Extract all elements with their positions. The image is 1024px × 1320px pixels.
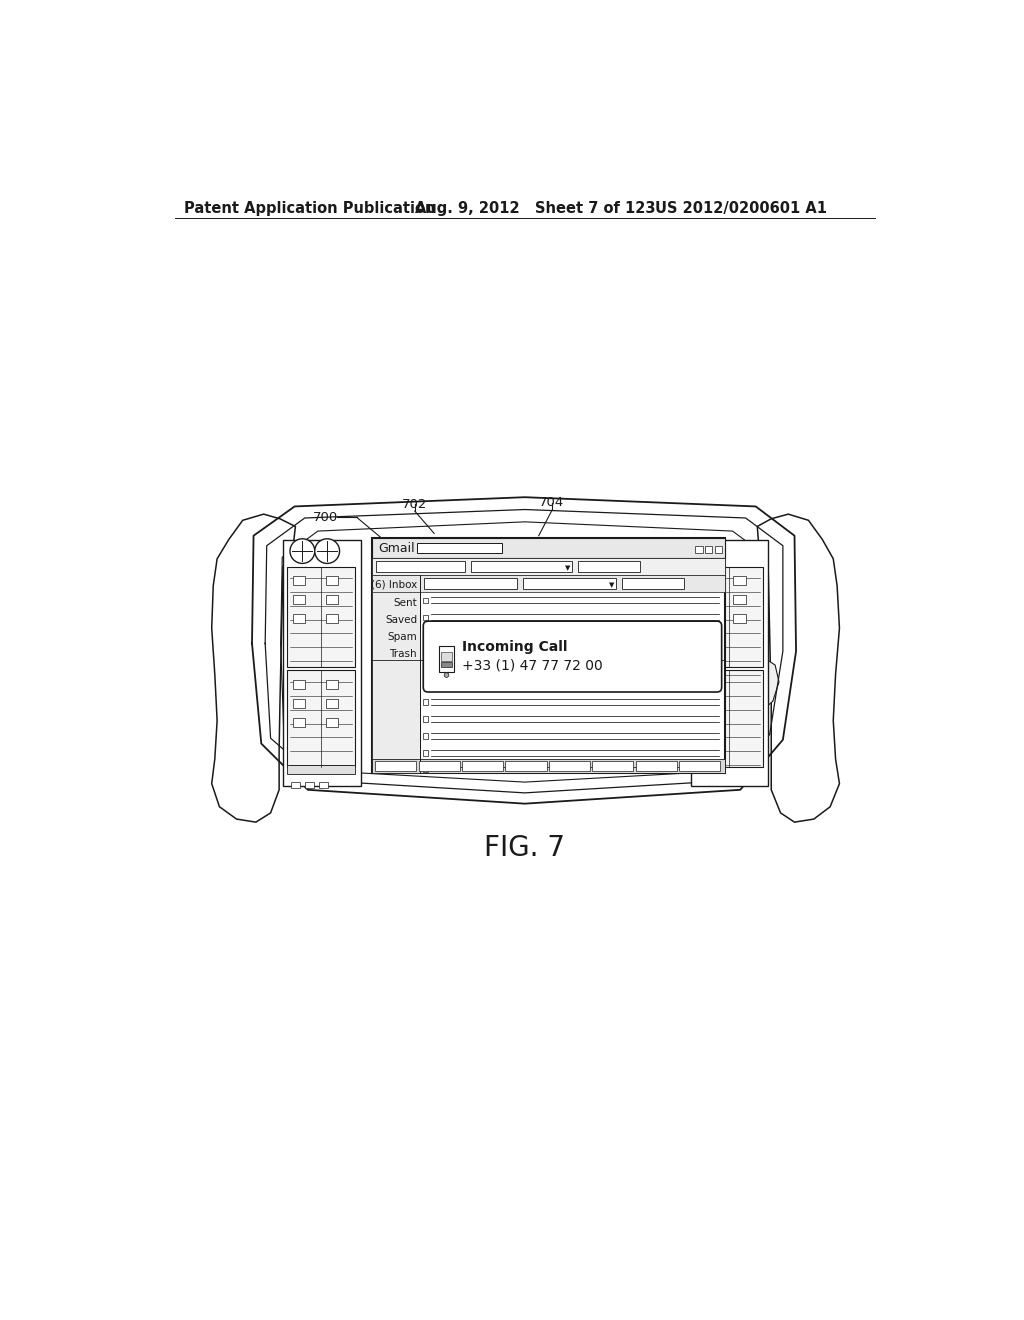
Text: (6) Inbox: (6) Inbox (371, 579, 417, 589)
Bar (287, 671, 355, 767)
Bar (622, 578, 684, 589)
Bar (305, 781, 314, 788)
Text: Trash: Trash (389, 649, 417, 659)
Bar (372, 539, 725, 558)
Bar (326, 718, 338, 727)
Bar (690, 540, 768, 785)
Text: Sent: Sent (393, 598, 417, 609)
Bar (636, 762, 677, 771)
Text: +33 (1) 47 77 72 00: +33 (1) 47 77 72 00 (462, 659, 603, 673)
Bar (700, 576, 713, 585)
Text: FIG. 7: FIG. 7 (484, 833, 565, 862)
Bar (441, 652, 452, 661)
Circle shape (314, 539, 340, 564)
Bar (579, 561, 640, 572)
Bar (523, 578, 616, 589)
Bar (733, 595, 745, 605)
Circle shape (290, 539, 314, 564)
Bar (326, 595, 338, 605)
Text: 702: 702 (402, 498, 427, 511)
Bar (423, 717, 428, 722)
Bar (423, 631, 428, 638)
Bar (372, 539, 725, 774)
Bar (441, 663, 452, 667)
Text: Gmail: Gmail (378, 541, 415, 554)
Bar (694, 671, 763, 767)
Bar (423, 648, 428, 653)
Bar (326, 680, 338, 689)
Bar (372, 576, 420, 774)
Bar (293, 576, 305, 585)
Bar (293, 718, 305, 727)
Bar (287, 566, 355, 667)
Text: US 2012/0200601 A1: US 2012/0200601 A1 (655, 201, 827, 216)
Polygon shape (212, 515, 295, 822)
Bar (372, 558, 725, 576)
Bar (700, 614, 713, 623)
Bar (423, 665, 428, 671)
Bar (462, 762, 503, 771)
Bar (417, 543, 503, 553)
Bar (424, 578, 517, 589)
Bar (419, 762, 460, 771)
Bar (372, 759, 725, 774)
Bar (695, 545, 703, 553)
Bar (376, 561, 465, 572)
FancyBboxPatch shape (423, 622, 722, 692)
Bar (423, 615, 428, 620)
Polygon shape (723, 657, 779, 774)
Bar (318, 781, 328, 788)
Bar (293, 680, 305, 689)
Text: Incoming Call: Incoming Call (462, 640, 567, 655)
Bar (705, 545, 713, 553)
Bar (423, 733, 428, 739)
Text: Aug. 9, 2012   Sheet 7 of 123: Aug. 9, 2012 Sheet 7 of 123 (415, 201, 655, 216)
Bar (438, 645, 455, 672)
Bar (679, 762, 720, 771)
Bar (423, 598, 428, 603)
Polygon shape (758, 515, 840, 822)
Bar (326, 576, 338, 585)
Text: Spam: Spam (387, 632, 417, 643)
Bar (715, 545, 722, 553)
Bar (423, 682, 428, 688)
Bar (549, 762, 590, 771)
Bar (694, 566, 763, 667)
Bar (592, 762, 633, 771)
Bar (471, 561, 572, 572)
Bar (423, 767, 428, 772)
Text: ▼: ▼ (609, 582, 614, 587)
Bar (293, 614, 305, 623)
Text: 704: 704 (540, 496, 564, 510)
Bar (423, 700, 428, 705)
Bar (293, 700, 305, 708)
Bar (326, 614, 338, 623)
Text: ▼: ▼ (565, 565, 570, 572)
Bar (506, 762, 547, 771)
Bar (423, 750, 428, 755)
Bar (733, 576, 745, 585)
Text: 700: 700 (313, 511, 338, 524)
Bar (326, 700, 338, 708)
Circle shape (444, 673, 449, 677)
Bar (372, 576, 725, 591)
Bar (287, 766, 355, 775)
Bar (283, 540, 360, 785)
Bar (291, 781, 300, 788)
Bar (700, 595, 713, 605)
Bar (375, 762, 417, 771)
Text: Saved: Saved (385, 615, 417, 626)
Bar (293, 595, 305, 605)
Bar (733, 614, 745, 623)
Text: Patent Application Publication: Patent Application Publication (183, 201, 435, 216)
